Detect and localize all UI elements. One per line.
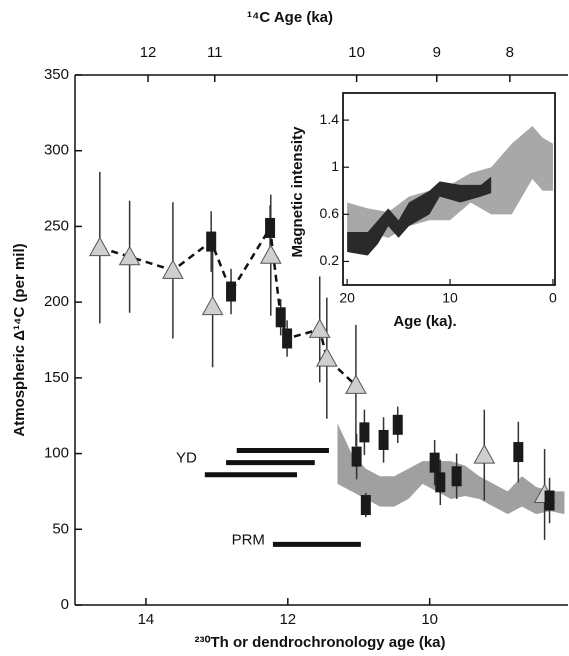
inset-border xyxy=(342,92,556,286)
square-point xyxy=(544,490,555,511)
triangle-point xyxy=(473,444,496,464)
top-tick-label: 9 xyxy=(433,44,441,61)
y-axis-title: Atmospheric Δ¹⁴C (per mil) xyxy=(11,243,28,436)
square-point xyxy=(226,281,237,302)
inset-y-title: Magnetic intensity xyxy=(289,126,306,258)
square-point xyxy=(360,495,371,516)
triangle-point xyxy=(88,236,111,257)
interval-label: YD xyxy=(176,450,197,467)
square-point xyxy=(265,217,276,238)
y-tick-label: 0 xyxy=(61,596,69,613)
y-tick-label: 100 xyxy=(44,445,69,462)
inset-x-tick-label: 0 xyxy=(549,290,557,306)
triangle-point xyxy=(162,259,184,279)
y-tick-label: 50 xyxy=(52,520,69,537)
top-tick-label: 11 xyxy=(207,44,223,61)
x-axis-title: ²³⁰Th or dendrochronology age (ka) xyxy=(194,634,445,651)
square-point xyxy=(429,452,440,473)
y-tick-label: 350 xyxy=(44,66,69,83)
tree-ring-band xyxy=(337,423,565,515)
square-point xyxy=(282,328,293,349)
x-tick-label: 14 xyxy=(138,611,155,628)
square-point xyxy=(275,307,286,328)
inset-y-tick-label: 0.6 xyxy=(320,205,340,221)
triangle-point xyxy=(259,244,282,264)
inset-y-tick-label: 1 xyxy=(331,158,339,174)
triangle-point xyxy=(315,347,338,367)
square-point xyxy=(206,231,217,252)
intensity-band xyxy=(347,176,492,256)
inset-x-tick-label: 10 xyxy=(442,290,458,306)
square-point xyxy=(392,414,403,435)
inset-y-tick-label: 0.2 xyxy=(320,252,340,268)
interval-label: PRM xyxy=(232,531,265,548)
y-tick-label: 200 xyxy=(44,293,69,310)
triangle-point xyxy=(118,245,141,266)
x-tick-label: 10 xyxy=(421,611,438,628)
square-point xyxy=(378,429,389,450)
square-point xyxy=(351,446,362,467)
x-tick-label: 12 xyxy=(279,611,296,628)
triangle-point xyxy=(201,295,224,316)
triangle-point xyxy=(345,374,367,394)
intensity-band xyxy=(347,125,553,238)
square-point xyxy=(451,466,462,487)
top-axis-title: ¹⁴C Age (ka) xyxy=(247,9,333,26)
top-tick-label: 10 xyxy=(348,44,365,61)
square-point xyxy=(435,472,446,493)
y-tick-label: 300 xyxy=(44,142,69,159)
inset-x-title: Age (ka). xyxy=(393,313,456,330)
inset-y-tick-label: 1.4 xyxy=(320,111,340,127)
y-tick-label: 150 xyxy=(44,369,69,386)
top-tick-label: 12 xyxy=(140,44,157,61)
y-tick-label: 250 xyxy=(44,217,69,234)
square-point xyxy=(513,442,524,463)
triangle-point xyxy=(308,318,331,338)
top-tick-label: 8 xyxy=(506,44,514,61)
square-point xyxy=(359,422,370,443)
inset-x-tick-label: 20 xyxy=(339,290,355,306)
